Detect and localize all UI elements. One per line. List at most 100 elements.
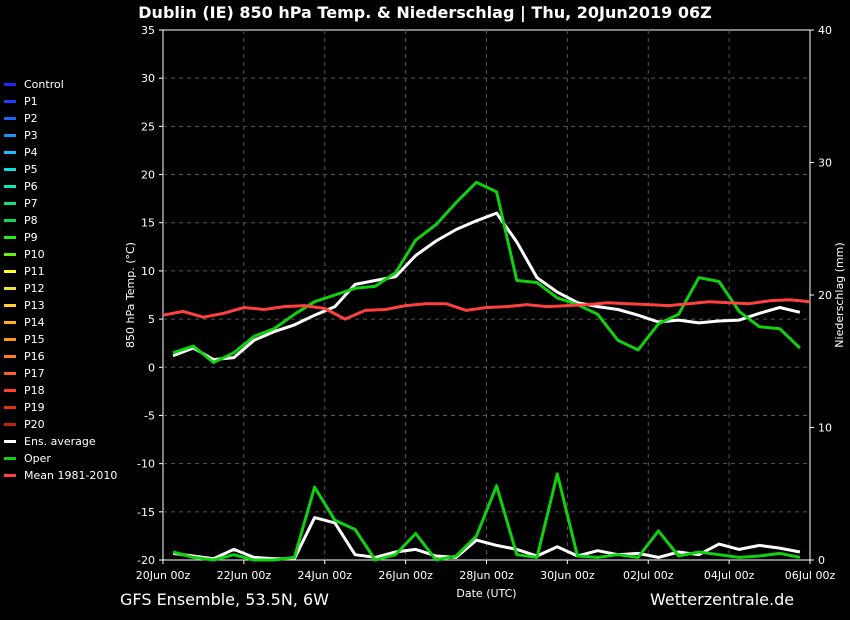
y2-tick-label: 20 xyxy=(818,289,832,302)
legend-item: Control xyxy=(4,76,134,93)
x-tick-label: 02Jul 00z xyxy=(623,569,674,582)
legend-item: P18 xyxy=(4,382,134,399)
legend-label: P11 xyxy=(24,265,45,278)
y2-tick-label: 30 xyxy=(818,157,832,170)
x-tick-label: 20Jun 00z xyxy=(136,569,191,582)
y-tick-label: 15 xyxy=(141,217,155,230)
legend-item: Ens. average xyxy=(4,433,134,450)
legend-swatch xyxy=(4,304,16,307)
legend-item: P8 xyxy=(4,212,134,229)
legend-label: P18 xyxy=(24,384,45,397)
legend-swatch xyxy=(4,270,16,273)
legend-item: P11 xyxy=(4,263,134,280)
series-line-mean-1981-2010 xyxy=(162,298,811,321)
legend: Control P1 P2 P3 P4 P5 P6 P7 P8 P9 P10 P11 P12 P13 P14… xyxy=(4,76,134,484)
legend-swatch xyxy=(4,236,16,239)
legend-item: P6 xyxy=(4,178,134,195)
legend-item: P4 xyxy=(4,144,134,161)
legend-item: Mean 1981-2010 xyxy=(4,467,134,484)
series-line-oper xyxy=(172,180,801,364)
x-axis-label: Date (UTC) xyxy=(456,587,516,600)
x-tick-label: 26Jun 00z xyxy=(378,569,433,582)
legend-item: P20 xyxy=(4,416,134,433)
legend-label: P15 xyxy=(24,333,45,346)
legend-swatch xyxy=(4,83,16,86)
legend-swatch xyxy=(4,100,16,103)
legend-item: P1 xyxy=(4,93,134,110)
legend-item: P5 xyxy=(4,161,134,178)
legend-label: P5 xyxy=(24,163,38,176)
legend-label: Ens. average xyxy=(24,435,96,448)
x-tick-label: 28Jun 00z xyxy=(459,569,514,582)
legend-swatch xyxy=(4,168,16,171)
y-axis-label: 850 hPa Temp. (°C) xyxy=(124,242,137,348)
legend-swatch xyxy=(4,202,16,205)
legend-label: P4 xyxy=(24,146,38,159)
y-tick-label: 5 xyxy=(148,313,155,326)
y2-tick-label: 40 xyxy=(818,24,832,37)
series-line-oper-precipitation xyxy=(172,472,801,562)
y-tick-label: 10 xyxy=(141,265,155,278)
legend-swatch xyxy=(4,355,16,358)
legend-swatch xyxy=(4,219,16,222)
legend-label: P17 xyxy=(24,367,45,380)
legend-label: P3 xyxy=(24,129,38,142)
legend-swatch xyxy=(4,389,16,392)
legend-label: P10 xyxy=(24,248,45,261)
x-tick-label: 04Jul 00z xyxy=(704,569,755,582)
y-tick-label: -20 xyxy=(137,554,155,567)
legend-label: P19 xyxy=(24,401,45,414)
y-tick-label: -15 xyxy=(137,506,155,519)
x-tick-label: 30Jun 00z xyxy=(540,569,595,582)
legend-swatch xyxy=(4,423,16,426)
legend-swatch xyxy=(4,440,16,443)
legend-swatch xyxy=(4,253,16,256)
x-tick-label: 24Jun 00z xyxy=(298,569,353,582)
legend-label: P2 xyxy=(24,112,38,125)
legend-swatch xyxy=(4,287,16,290)
x-tick-label: 06Jul 00z xyxy=(785,569,836,582)
legend-item: P7 xyxy=(4,195,134,212)
legend-item: P13 xyxy=(4,297,134,314)
y-tick-label: 0 xyxy=(148,361,155,374)
legend-label: P6 xyxy=(24,180,38,193)
legend-label: P7 xyxy=(24,197,38,210)
legend-item: P9 xyxy=(4,229,134,246)
legend-swatch xyxy=(4,185,16,188)
legend-item: P17 xyxy=(4,365,134,382)
y-tick-label: 30 xyxy=(141,72,155,85)
y-tick-label: -10 xyxy=(137,458,155,471)
legend-item: P2 xyxy=(4,110,134,127)
legend-item: P3 xyxy=(4,127,134,144)
legend-label: P9 xyxy=(24,231,38,244)
legend-item: P10 xyxy=(4,246,134,263)
legend-item: Oper xyxy=(4,450,134,467)
y-tick-label: 20 xyxy=(141,169,155,182)
y-tick-label: -5 xyxy=(144,409,155,422)
legend-label: P1 xyxy=(24,95,38,108)
y2-tick-label: 10 xyxy=(818,422,832,435)
legend-swatch xyxy=(4,338,16,341)
legend-item: P16 xyxy=(4,348,134,365)
legend-item: P14 xyxy=(4,314,134,331)
legend-swatch xyxy=(4,117,16,120)
legend-swatch xyxy=(4,457,16,460)
y2-axis-label: Niederschlag (mm) xyxy=(833,242,846,347)
legend-label: P13 xyxy=(24,299,45,312)
legend-label: P14 xyxy=(24,316,45,329)
model-label: GFS Ensemble, 53.5N, 6W xyxy=(120,590,329,609)
y2-tick-label: 0 xyxy=(818,554,825,567)
legend-swatch xyxy=(4,321,16,324)
legend-swatch xyxy=(4,474,16,477)
legend-item: P12 xyxy=(4,280,134,297)
legend-label: P20 xyxy=(24,418,45,431)
legend-swatch xyxy=(4,406,16,409)
y-tick-label: 25 xyxy=(141,120,155,133)
legend-label: P16 xyxy=(24,350,45,363)
legend-label: P8 xyxy=(24,214,38,227)
y-tick-label: 35 xyxy=(141,24,155,37)
legend-label: Oper xyxy=(24,452,51,465)
legend-swatch xyxy=(4,134,16,137)
source-label: Wetterzentrale.de xyxy=(650,590,795,609)
legend-item: P15 xyxy=(4,331,134,348)
